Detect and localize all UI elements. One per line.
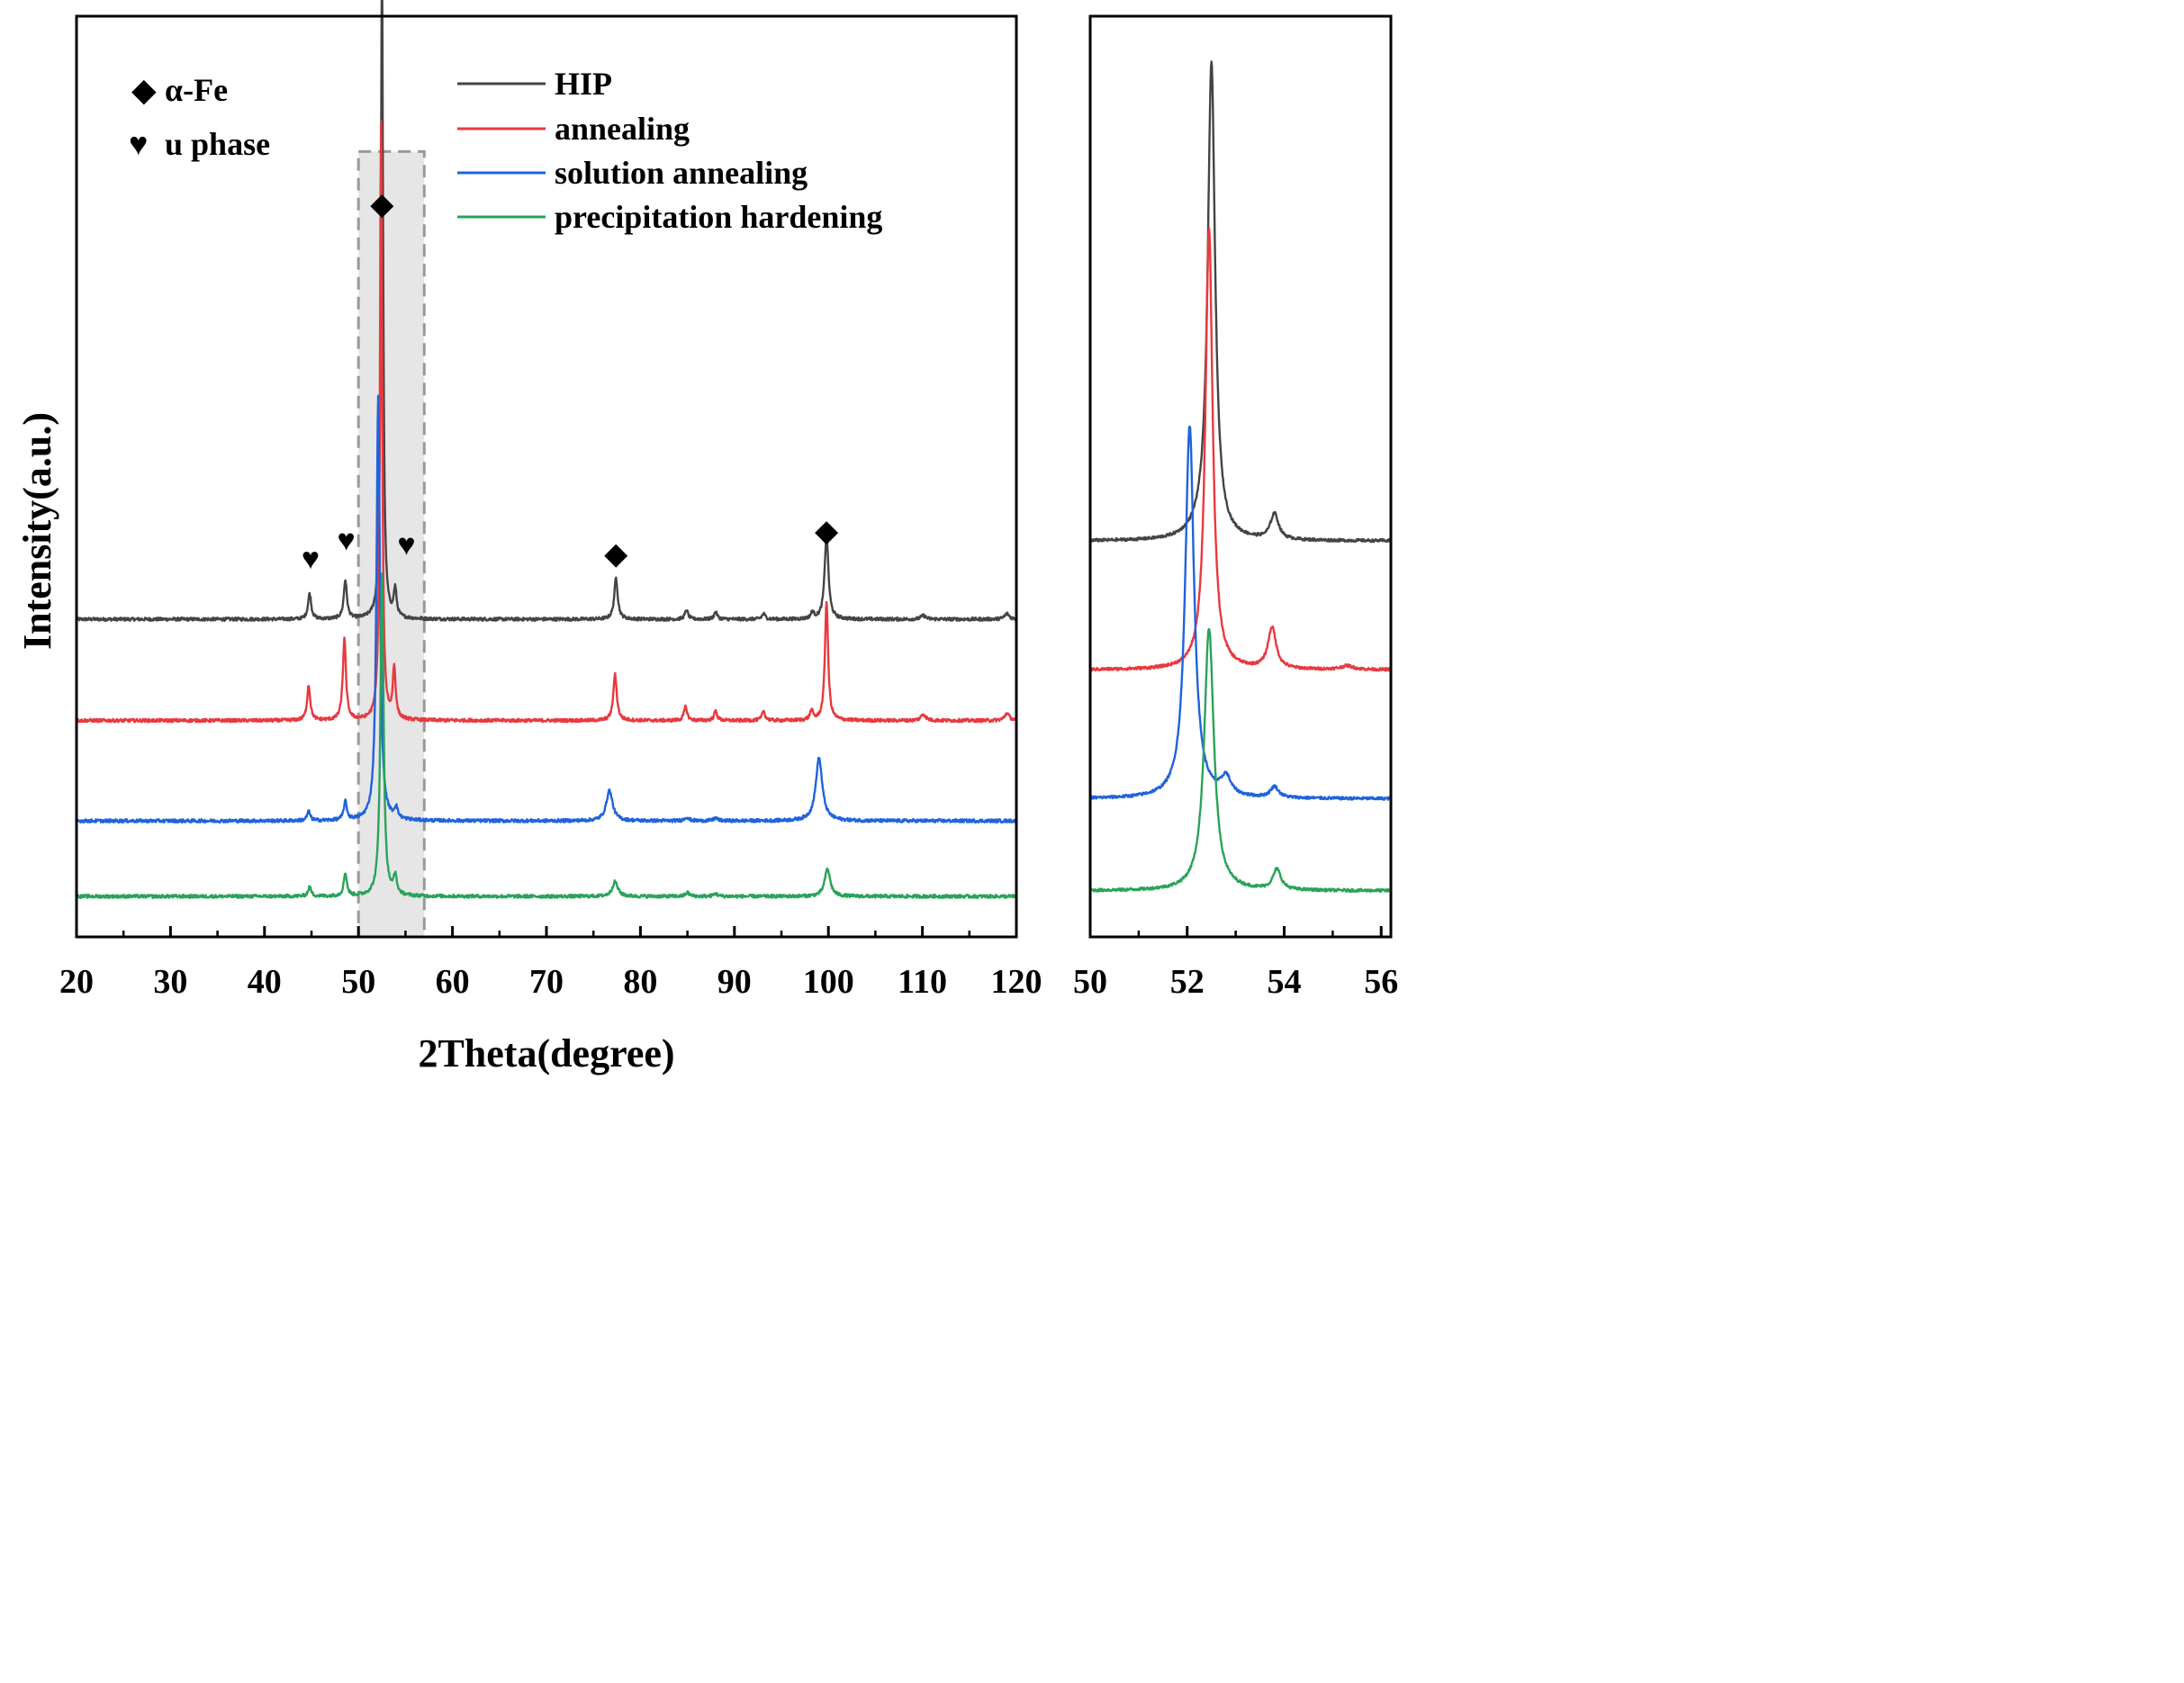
legend-label-precipitation-hardening: precipitation hardening	[555, 199, 882, 235]
series-line-precipitation-hardening	[75, 572, 1017, 899]
inset-plot-frame	[1088, 14, 1393, 939]
x-tick-label: 110	[898, 963, 947, 1001]
highlight-region	[356, 149, 426, 939]
legend-label-hip: HIP	[555, 66, 612, 102]
main-series-group	[75, 0, 1018, 899]
inset-series-line-precipitation-hardening	[1088, 627, 1393, 894]
phase-markers: ♥ ♥ ♥ ◆ ◆ ◆	[302, 188, 839, 576]
x-tick-label: 40	[248, 963, 282, 1001]
x-tick-label: 120	[991, 963, 1042, 1001]
alpha-fe-label: α-Fe	[165, 72, 228, 108]
inset-series-line-solution-annealing	[1088, 425, 1393, 801]
x-tick-label: 100	[803, 963, 854, 1001]
x-tick-label: 90	[717, 963, 752, 1001]
x-tick-label: 56	[1364, 963, 1398, 1001]
x-tick-label: 20	[59, 963, 94, 1001]
main-x-ticks: 20 30 40 50 60 70 80 90 100 110 120	[59, 926, 1042, 1001]
main-panel: 20 30 40 50 60 70 80 90 100 110 120 ♥ ♥ ♥ ◆ ◆ ◆ ◆ α-Fe …	[15, 0, 1042, 1076]
series-line-hip	[75, 0, 1018, 622]
legend-label-annealing: annealing	[555, 111, 690, 147]
u-phase-symbol: ♥	[129, 126, 148, 162]
alpha-fe-marker: ◆	[370, 188, 394, 221]
alpha-fe-marker: ◆	[604, 538, 628, 572]
x-tick-label: 52	[1170, 963, 1205, 1001]
u-phase-marker: ♥	[302, 543, 320, 576]
u-phase-marker: ♥	[338, 524, 356, 557]
x-tick-label: 80	[623, 963, 657, 1001]
inset-series-line-annealing	[1089, 227, 1392, 672]
series-line-solution-annealing	[75, 394, 1018, 824]
inset-series-line-hip	[1089, 60, 1392, 544]
legend-label-solution-annealing: solution annealing	[555, 155, 808, 191]
inset-panel: 50 52 54 56	[1073, 14, 1398, 1001]
u-phase-label: u phase	[165, 126, 270, 162]
x-tick-label: 60	[436, 963, 470, 1001]
x-axis-title: 2Theta(degree)	[418, 1031, 674, 1076]
y-axis-title: Intensity(a.u.)	[15, 412, 59, 650]
x-tick-label: 50	[341, 963, 375, 1001]
x-tick-label: 30	[153, 963, 187, 1001]
alpha-fe-marker: ◆	[815, 515, 839, 548]
series-line-annealing	[76, 120, 1018, 724]
alpha-fe-symbol: ◆	[131, 72, 157, 108]
x-tick-label: 54	[1267, 963, 1301, 1001]
phase-legend: ◆ α-Fe ♥ u phase	[129, 72, 270, 162]
x-tick-label: 50	[1073, 963, 1107, 1001]
u-phase-marker: ♥	[397, 528, 415, 562]
x-tick-label: 70	[529, 963, 564, 1001]
xrd-figure: 20 30 40 50 60 70 80 90 100 110 120 ♥ ♥ ♥ ◆ ◆ ◆ ◆ α-Fe …	[15, 0, 1398, 1076]
inset-series-group	[1088, 60, 1393, 894]
series-legend: HIP annealing solution annealing precipi…	[457, 66, 882, 235]
inset-x-ticks: 50 52 54 56	[1073, 926, 1398, 1001]
